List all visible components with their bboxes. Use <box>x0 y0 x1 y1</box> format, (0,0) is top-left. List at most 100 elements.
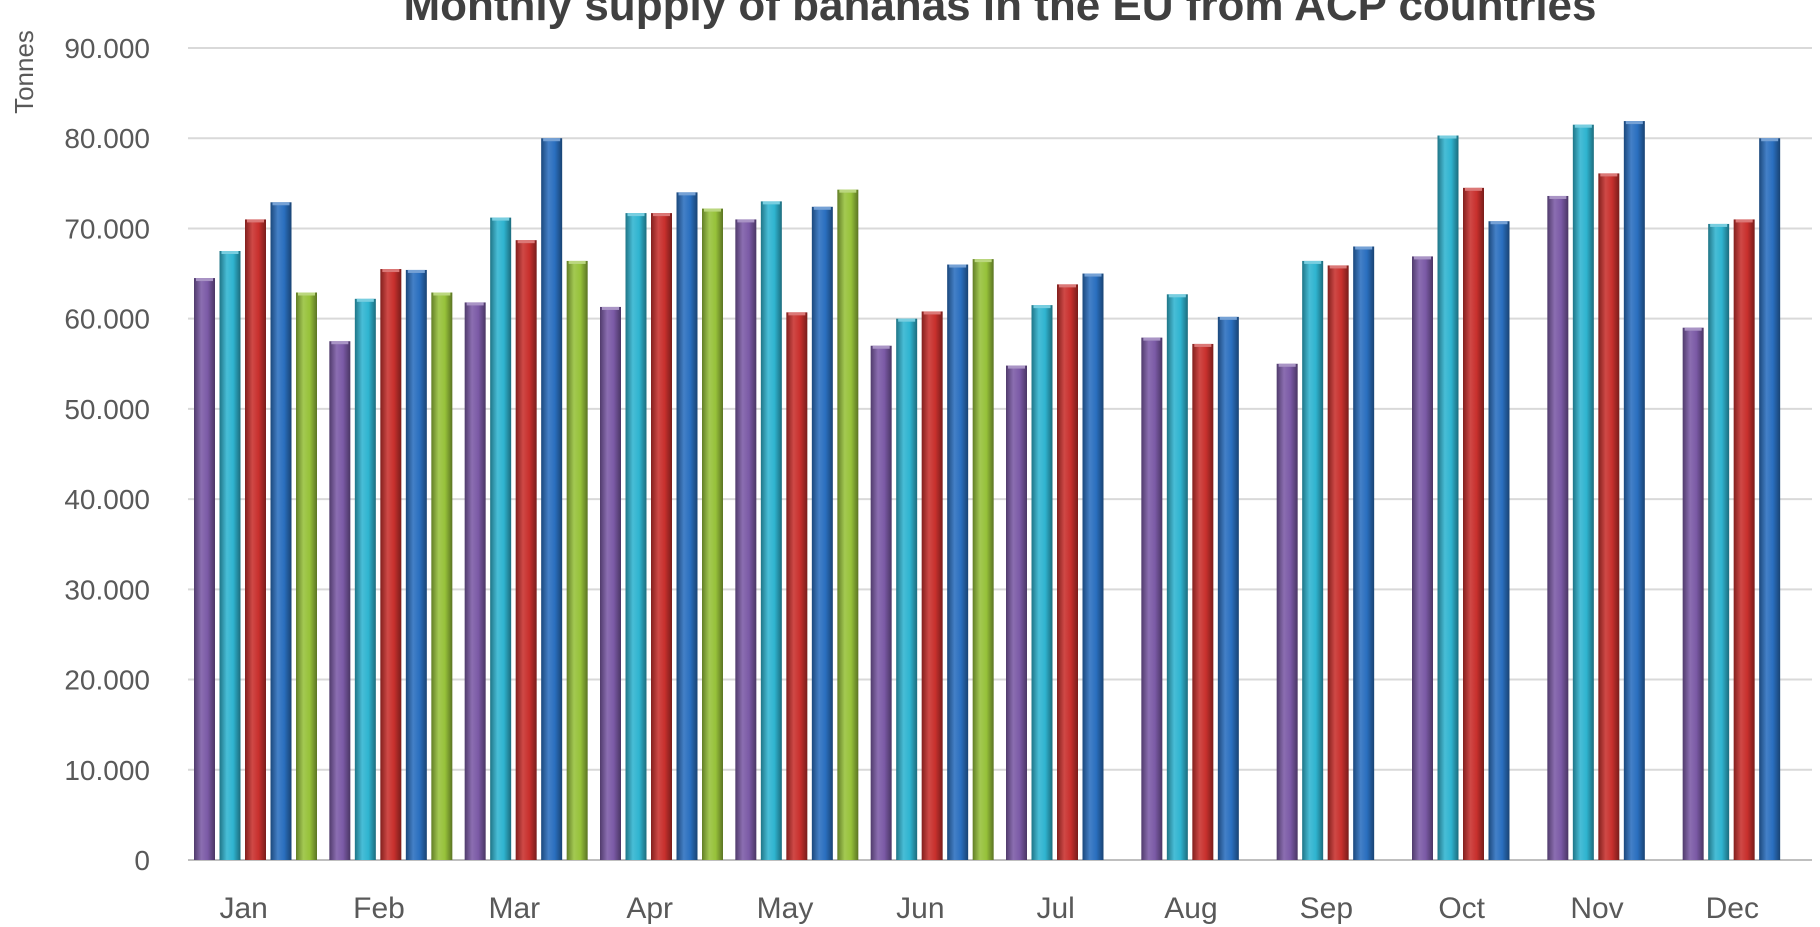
y-tick-label: 90.000 <box>64 33 150 64</box>
bar-cap <box>407 269 425 273</box>
bar <box>870 345 892 860</box>
bar <box>1572 124 1594 860</box>
bar-cap <box>221 251 239 254</box>
y-axis-ticks: 0 10.000 20.000 30.000 40.000 50.000 60.000 70.… <box>64 33 150 876</box>
bar-cap <box>1710 223 1728 227</box>
bar <box>1141 337 1163 860</box>
bar <box>896 318 918 861</box>
bar <box>329 341 351 860</box>
bar-cap <box>974 259 992 263</box>
bar-cap <box>872 345 890 349</box>
bar <box>296 292 317 861</box>
bar-cap <box>1735 219 1753 223</box>
bar <box>1217 316 1239 861</box>
bar <box>651 213 672 860</box>
bar <box>219 251 241 860</box>
y-tick-label: 40.000 <box>64 484 150 515</box>
bar-cap <box>356 298 374 302</box>
bar <box>1082 273 1104 860</box>
y-tick-label: 60.000 <box>64 304 150 335</box>
bar-cap <box>543 138 561 142</box>
bar <box>1353 246 1375 860</box>
chart-title: Monthly supply of bananas in the EU from… <box>403 0 1596 30</box>
bar <box>194 278 215 861</box>
x-tick-label: Sep <box>1300 892 1353 925</box>
bar-cap <box>1194 343 1212 347</box>
x-tick-label: Dec <box>1706 892 1759 925</box>
bar <box>1302 260 1324 860</box>
bar-cap <box>272 202 290 206</box>
bar-cap <box>1168 294 1186 298</box>
bar <box>1327 265 1349 860</box>
bar <box>1031 305 1053 861</box>
bar-cap <box>1414 256 1431 260</box>
bar-cap <box>1084 273 1102 277</box>
x-tick-label: Aug <box>1164 892 1217 925</box>
bar <box>431 292 453 861</box>
bar-cap <box>331 341 349 345</box>
bar <box>600 306 621 861</box>
bar-cap <box>1059 284 1076 288</box>
bar <box>735 219 757 860</box>
bar <box>760 201 782 860</box>
bar-cap <box>1355 246 1373 250</box>
bar <box>676 192 698 860</box>
bar <box>1623 121 1645 860</box>
gridlines <box>188 47 1812 861</box>
bar <box>515 240 537 860</box>
bar <box>1547 195 1569 860</box>
bar <box>625 213 647 860</box>
bar <box>1733 219 1755 860</box>
bar-cap <box>762 201 780 205</box>
bar <box>1412 256 1433 860</box>
y-tick-label: 20.000 <box>64 665 150 696</box>
bar-cap <box>1490 221 1508 225</box>
x-axis-ticks: Jan Feb Mar Apr May Jun Jul Aug Sep Oct Nov Dec <box>219 892 1759 925</box>
bar <box>490 217 512 860</box>
bar <box>1057 284 1078 861</box>
x-tick-label: Oct <box>1438 892 1485 925</box>
y-axis-label: Tonnes <box>9 30 39 114</box>
bar <box>1759 138 1781 860</box>
bar <box>1276 363 1298 860</box>
x-tick-label: Jun <box>896 892 944 925</box>
bar-cap <box>196 278 213 282</box>
bar-cap <box>1329 265 1347 269</box>
bar <box>566 260 588 860</box>
bars <box>194 121 1781 861</box>
bar-cap <box>839 189 857 193</box>
y-tick-label: 50.000 <box>64 394 150 425</box>
bar <box>1598 173 1620 861</box>
bar-cap <box>1033 305 1051 309</box>
bar-cap <box>788 312 806 316</box>
bar-cap <box>949 264 967 268</box>
bar <box>786 312 808 861</box>
bar-cap <box>898 318 916 322</box>
bar-cap <box>1219 316 1237 320</box>
bar-cap <box>602 306 619 310</box>
bar-cap <box>1549 195 1567 199</box>
bar <box>972 259 994 860</box>
bar <box>811 206 833 860</box>
bar <box>1463 187 1484 860</box>
bar-cap <box>1625 121 1643 125</box>
bar-cap <box>466 302 484 306</box>
bar <box>1192 343 1214 860</box>
y-tick-label: 70.000 <box>64 213 150 244</box>
bar <box>1708 223 1730 860</box>
bar-cap <box>704 208 721 212</box>
bar-cap <box>1143 337 1161 341</box>
bar <box>921 311 943 861</box>
bar-cap <box>737 219 755 223</box>
bar <box>354 298 376 861</box>
bar <box>245 219 266 860</box>
bar-cap <box>653 213 670 217</box>
bar-cap <box>1600 173 1618 177</box>
y-tick-label: 30.000 <box>64 574 150 605</box>
bar-cap <box>1574 124 1592 128</box>
bar <box>1682 327 1704 860</box>
y-tick-label: 80.000 <box>64 123 150 154</box>
bar-cap <box>247 219 264 223</box>
bar <box>1488 221 1510 860</box>
x-tick-label: Jan <box>219 892 267 925</box>
